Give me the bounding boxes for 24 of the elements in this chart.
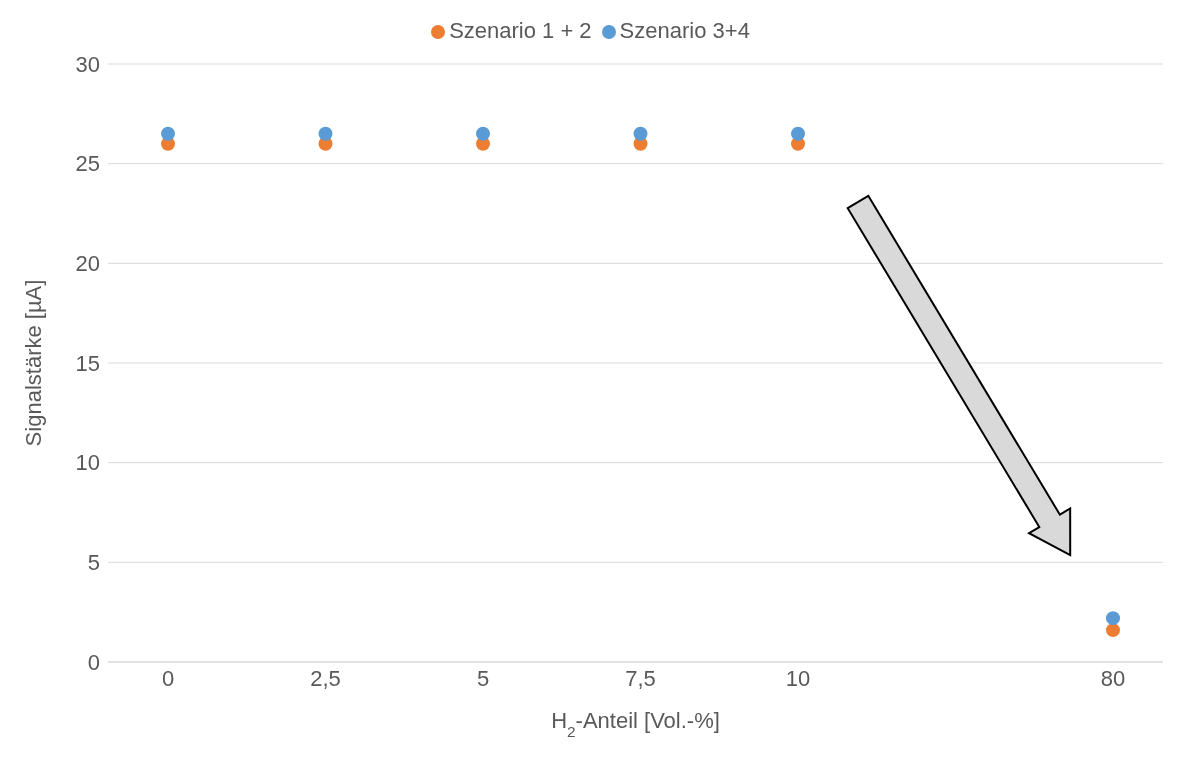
legend-label: Szenario 1 + 2 bbox=[449, 18, 592, 43]
x-tick-label: 7,5 bbox=[625, 665, 656, 691]
point bbox=[633, 126, 648, 141]
y-tick-label: 5 bbox=[87, 550, 100, 576]
point bbox=[1106, 623, 1120, 638]
point bbox=[1106, 611, 1120, 626]
x-tick-label: 80 bbox=[1100, 665, 1126, 691]
x-axis-title: H$_{2}$-Anteil [Vol.-%] bbox=[551, 708, 720, 740]
y-tick-label: 0 bbox=[87, 649, 100, 675]
point bbox=[476, 126, 490, 141]
legend-label: Szenario 3+4 bbox=[619, 18, 750, 43]
x-tick-label: 2,5 bbox=[310, 665, 341, 691]
y-tick-label: 30 bbox=[75, 51, 100, 77]
point bbox=[161, 126, 175, 141]
x-tick-label: 5 bbox=[476, 665, 490, 691]
x-tick-label: 10 bbox=[785, 665, 811, 691]
y-tick-label: 10 bbox=[75, 450, 100, 476]
y-axis-title: Signalstärke [µA] bbox=[20, 279, 46, 447]
point bbox=[791, 126, 805, 141]
point bbox=[318, 126, 333, 141]
y-tick-label: 20 bbox=[75, 251, 100, 277]
y-tick-label: 15 bbox=[75, 350, 100, 376]
y-tick-label: 25 bbox=[75, 151, 100, 177]
x-tick-label: 0 bbox=[161, 665, 175, 691]
